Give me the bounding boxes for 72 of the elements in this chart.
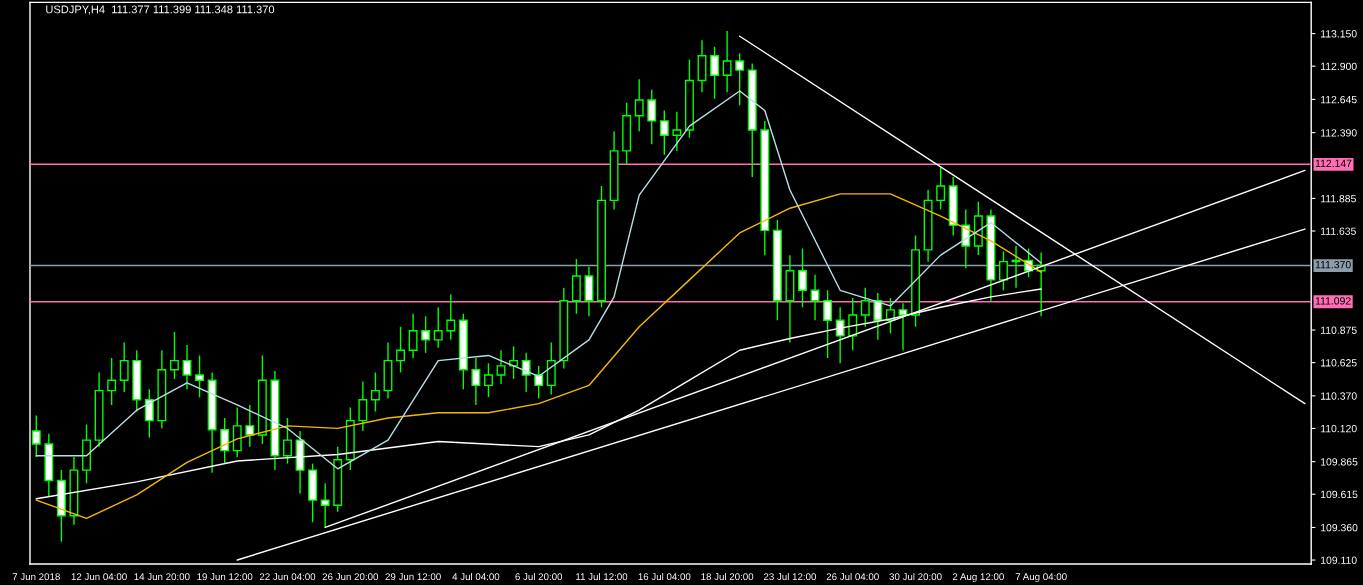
candlestick	[107, 357, 117, 406]
ref-line-label: 111.092	[1315, 297, 1351, 305]
candlestick	[245, 404, 255, 448]
candlestick	[521, 352, 531, 393]
y-tick-label: 109.865	[1321, 458, 1358, 466]
x-tick-label: 12 Jun 04:00	[71, 573, 127, 581]
candlestick	[659, 109, 669, 156]
candlestick	[182, 344, 192, 391]
x-tick-label: 18 Jul 20:00	[701, 572, 754, 581]
candlestick	[860, 287, 870, 328]
x-tick-label: 2 Aug 12:00	[952, 573, 1004, 583]
candlestick	[672, 111, 682, 152]
candlestick	[220, 417, 230, 465]
x-tick-label: 23 Jul 12:00	[763, 572, 817, 581]
candlestick	[936, 165, 946, 211]
candlestick	[119, 341, 129, 393]
x-tick-label: 26 Jun 20:00	[322, 573, 379, 581]
candlestick	[471, 357, 481, 406]
candlestick	[408, 313, 418, 359]
y-tick-label: 109.360	[1321, 523, 1358, 532]
chart-title: USDJPY,H4 111.377 111.399 111.348 111.370	[46, 5, 275, 15]
candlestick	[873, 292, 883, 341]
candlestick	[144, 388, 154, 439]
x-tick-label: 6 Jul 20:00	[515, 572, 563, 581]
candlestick	[396, 326, 405, 374]
candlestick	[810, 273, 820, 321]
x-tick-label: 19 Jun 12:00	[197, 573, 253, 581]
x-tick-label: 30 Jul 20:00	[889, 572, 942, 581]
candlestick	[283, 417, 292, 465]
x-tick-label: 16 Jul 04:00	[638, 572, 691, 581]
candlestick	[735, 52, 745, 106]
candlestick	[647, 88, 657, 146]
candlestick	[195, 354, 205, 398]
y-tick-label: 112.645	[1321, 95, 1357, 104]
x-tick-label: 22 Jun 04:00	[259, 573, 316, 581]
candlestick	[433, 306, 443, 349]
candlestick	[421, 315, 431, 354]
ref-line-label: 112.147	[1315, 159, 1352, 167]
x-tick-label: 11 Jul 12:00	[576, 572, 628, 581]
candlestick	[483, 362, 493, 398]
x-tick-label: 29 Jun 12:00	[385, 573, 441, 581]
y-tick-label: 112.900	[1321, 62, 1357, 71]
candlestick	[358, 380, 368, 432]
candlestick	[446, 293, 456, 341]
y-tick-label: 109.110	[1321, 556, 1357, 564]
y-tick-label: 112.390	[1321, 129, 1357, 137]
candlestick	[998, 250, 1008, 292]
candlestick	[722, 30, 732, 93]
x-tick-label: 4 Jul 04:00	[452, 572, 500, 581]
x-tick-label: 14 Jun 20:00	[134, 573, 190, 581]
candlestick	[169, 331, 179, 380]
y-tick-label: 110.875	[1321, 326, 1357, 334]
candlestick	[798, 247, 807, 308]
ref-line-label: 111.370	[1315, 260, 1351, 269]
y-tick-label: 110.625	[1321, 359, 1357, 367]
y-tick-label: 111.635	[1321, 227, 1356, 235]
y-tick-label: 110.370	[1321, 392, 1357, 400]
y-tick-label: 109.615	[1321, 490, 1358, 499]
candlestick	[534, 365, 544, 400]
candlestick	[496, 349, 506, 385]
candlestick	[370, 371, 380, 413]
y-tick-label: 110.120	[1321, 424, 1357, 433]
x-tick-label: 7 Aug 04:00	[1015, 573, 1067, 583]
y-tick-label: 113.150	[1321, 30, 1357, 38]
x-tick-label: 26 Jul 04:00	[826, 572, 879, 581]
candlestick	[710, 45, 720, 100]
candlestick	[634, 78, 644, 133]
y-tick-label: 111.885	[1321, 194, 1356, 203]
candlestick	[848, 297, 858, 351]
candlestick	[835, 306, 845, 364]
x-tick-label: 7 Jun 2018	[12, 573, 60, 581]
candlestick	[509, 345, 519, 380]
